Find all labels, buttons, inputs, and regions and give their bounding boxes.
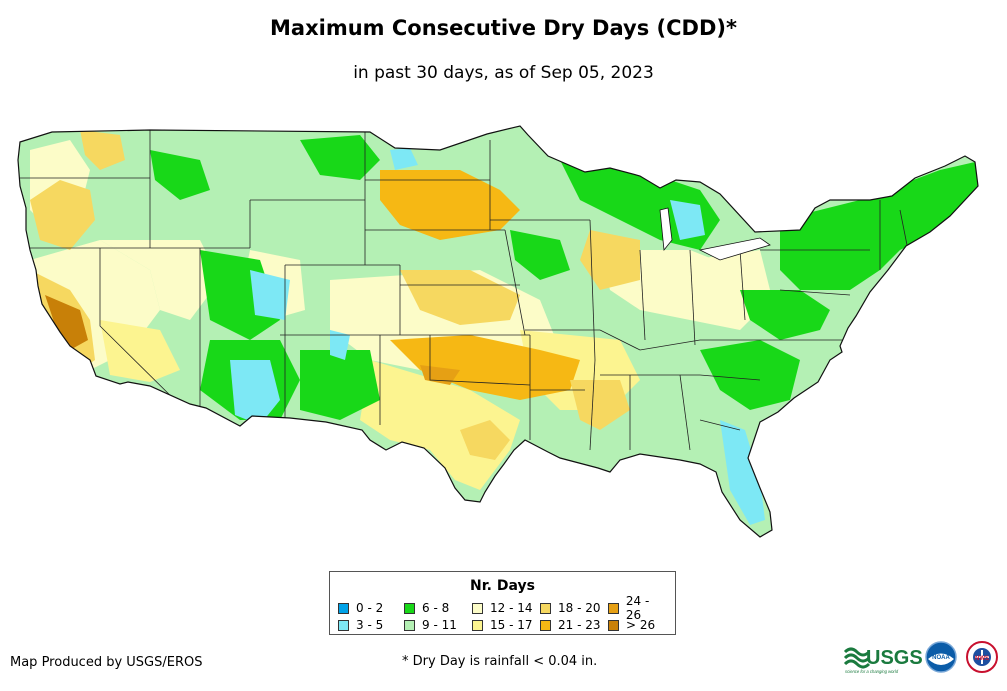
- legend-item-18-20: 18 - 20: [540, 601, 608, 615]
- noaa-wordmark: NOAA: [932, 655, 950, 661]
- legend-item-24-26: 24 - 26: [608, 594, 668, 622]
- legend-label: 18 - 20: [558, 601, 601, 615]
- usgs-logo: USGS science for a changing world: [843, 647, 923, 674]
- map-title: Maximum Consecutive Dry Days (CDD)*: [270, 16, 737, 40]
- legend-label: 9 - 11: [422, 618, 457, 632]
- agency-logos: USGS science for a changing world NOAA N…: [843, 641, 998, 674]
- legend-label: 3 - 5: [356, 618, 384, 632]
- legend-item-15-17: 15 - 17: [472, 618, 540, 632]
- legend-item-9-11: 9 - 11: [404, 618, 472, 632]
- map-credit: Map Produced by USGS/EROS: [10, 655, 203, 670]
- usgs-wordmark: USGS: [866, 647, 923, 669]
- legend-swatch: [472, 602, 483, 614]
- map-subtitle: in past 30 days, as of Sep 05, 2023: [353, 63, 654, 83]
- legend-label: 24 - 26: [625, 594, 650, 622]
- legend-label: 15 - 17: [490, 618, 533, 632]
- nws-wordmark: NWS: [975, 656, 989, 662]
- legend-swatch: [608, 602, 619, 614]
- legend-swatch: [472, 619, 483, 631]
- legend-title: Nr. Days: [470, 578, 535, 594]
- legend-swatch: [608, 619, 619, 631]
- legend-swatch: [404, 619, 415, 631]
- noaa-logo: NOAA: [925, 641, 957, 673]
- legend-swatch: [338, 619, 349, 631]
- legend-item-gt-26: > 26: [608, 618, 668, 632]
- legend-label: > 26: [626, 618, 656, 632]
- legend-item-0-2: 0 - 2: [338, 601, 404, 615]
- legend-item-3-5: 3 - 5: [338, 618, 404, 632]
- nws-logo: NWS: [966, 641, 998, 673]
- legend-label: 0 - 2: [356, 601, 384, 615]
- legend-swatch: [540, 602, 551, 614]
- legend: Nr. Days 0 - 2 6 - 8 12 - 14 18 - 20 24 …: [329, 571, 676, 635]
- legend-label: 12 - 14: [490, 601, 533, 615]
- legend-item-21-23: 21 - 23: [540, 618, 608, 632]
- dry-day-footnote: * Dry Day is rainfall < 0.04 in.: [402, 654, 598, 669]
- legend-swatch: [540, 619, 551, 631]
- legend-swatch: [404, 602, 415, 614]
- cdd-map: [17, 125, 979, 538]
- usgs-tagline: science for a changing world: [845, 669, 899, 674]
- legend-grid: 0 - 2 6 - 8 12 - 14 18 - 20 24 - 26 3 - …: [338, 594, 668, 632]
- legend-item-12-14: 12 - 14: [472, 601, 540, 615]
- legend-swatch: [338, 602, 349, 614]
- legend-label: 21 - 23: [558, 618, 601, 632]
- legend-label: 6 - 8: [422, 601, 450, 615]
- legend-item-6-8: 6 - 8: [404, 601, 472, 615]
